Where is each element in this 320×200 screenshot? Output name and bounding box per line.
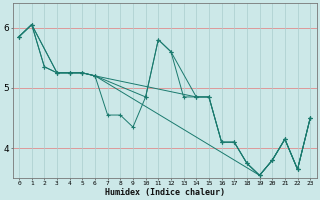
X-axis label: Humidex (Indice chaleur): Humidex (Indice chaleur) bbox=[105, 188, 225, 197]
